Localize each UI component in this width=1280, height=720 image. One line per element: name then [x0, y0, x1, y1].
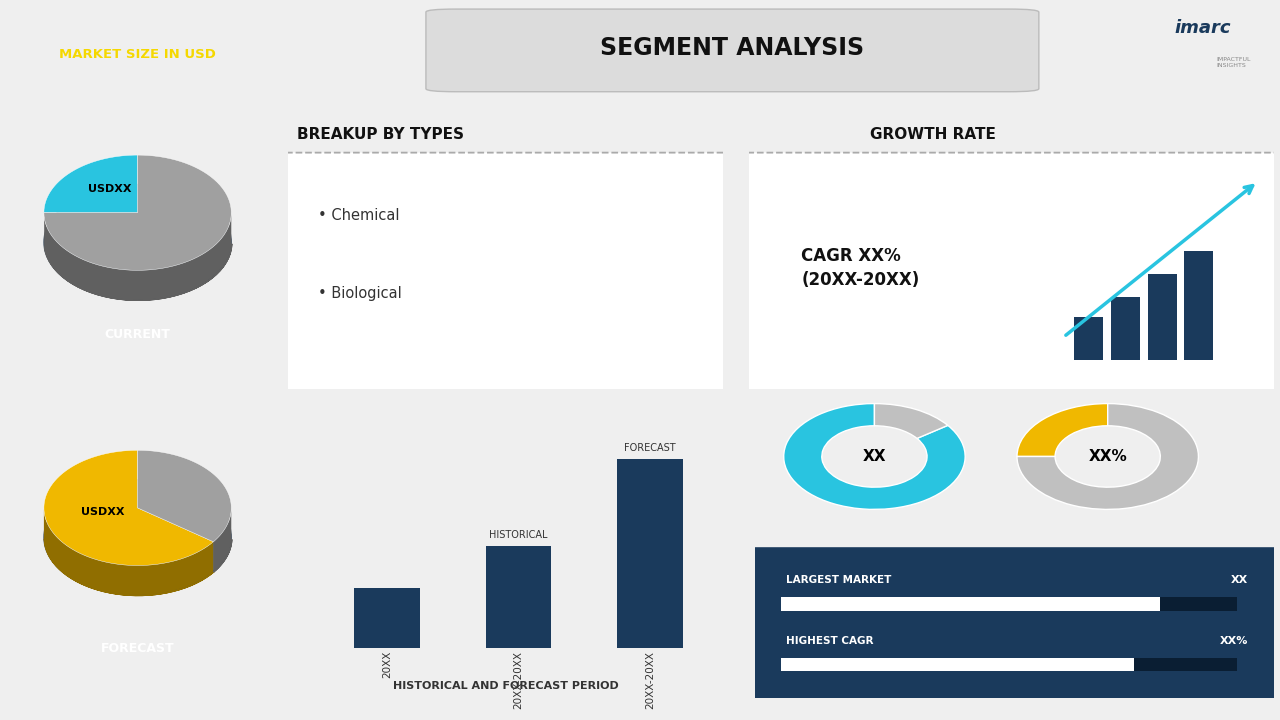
- Text: FORECAST: FORECAST: [101, 642, 174, 654]
- Text: LARGEST MARKET: LARGEST MARKET: [786, 575, 892, 585]
- Text: XX: XX: [1230, 575, 1248, 585]
- Bar: [781, 597, 1160, 611]
- Bar: [1074, 317, 1103, 360]
- Text: XX%: XX%: [1088, 449, 1128, 464]
- Text: USDXX: USDXX: [88, 184, 132, 194]
- FancyBboxPatch shape: [279, 153, 732, 395]
- FancyBboxPatch shape: [278, 393, 735, 701]
- Text: IMPACTFUL
INSIGHTS: IMPACTFUL INSIGHTS: [1217, 57, 1251, 68]
- Text: BREAKUP BY TYPES: BREAKUP BY TYPES: [297, 127, 463, 142]
- Text: CAGR XX%
(20XX-20XX): CAGR XX% (20XX-20XX): [801, 247, 919, 289]
- Text: HIGHEST CAGR: HIGHEST CAGR: [786, 636, 874, 646]
- Text: MARKET SIZE IN USD: MARKET SIZE IN USD: [59, 48, 216, 60]
- FancyBboxPatch shape: [739, 153, 1280, 395]
- Text: HISTORICAL: HISTORICAL: [489, 531, 548, 540]
- Wedge shape: [1018, 403, 1107, 456]
- Polygon shape: [44, 155, 232, 270]
- Text: FORECAST: FORECAST: [623, 444, 676, 454]
- Bar: [781, 657, 1134, 671]
- Text: HISTORICAL AND FORECAST PERIOD: HISTORICAL AND FORECAST PERIOD: [393, 681, 618, 691]
- Polygon shape: [138, 450, 232, 541]
- Text: GROWTH RATE: GROWTH RATE: [869, 127, 996, 142]
- Ellipse shape: [44, 184, 232, 300]
- Text: CURRENT: CURRENT: [105, 328, 170, 341]
- Bar: [1148, 274, 1176, 360]
- Text: XX%: XX%: [1220, 636, 1248, 646]
- Wedge shape: [874, 403, 947, 438]
- Bar: [781, 657, 1238, 671]
- Bar: [617, 459, 682, 648]
- Polygon shape: [214, 510, 232, 571]
- FancyBboxPatch shape: [426, 9, 1039, 91]
- Text: XX: XX: [863, 449, 886, 464]
- Text: • Chemical: • Chemical: [319, 209, 399, 223]
- Bar: [1184, 251, 1213, 360]
- Polygon shape: [44, 450, 214, 565]
- Bar: [781, 597, 1238, 611]
- Polygon shape: [44, 509, 214, 595]
- Text: USDXX: USDXX: [81, 507, 124, 517]
- FancyBboxPatch shape: [745, 547, 1280, 698]
- Ellipse shape: [44, 480, 232, 595]
- Text: • Biological: • Biological: [319, 287, 402, 301]
- Polygon shape: [44, 155, 138, 212]
- Wedge shape: [783, 403, 965, 509]
- Bar: [1111, 297, 1139, 360]
- Text: imarc: imarc: [1175, 19, 1231, 37]
- Wedge shape: [1018, 403, 1198, 509]
- Bar: [485, 546, 552, 648]
- Text: SEGMENT ANALYSIS: SEGMENT ANALYSIS: [600, 37, 864, 60]
- Bar: [355, 588, 420, 648]
- Polygon shape: [45, 215, 232, 300]
